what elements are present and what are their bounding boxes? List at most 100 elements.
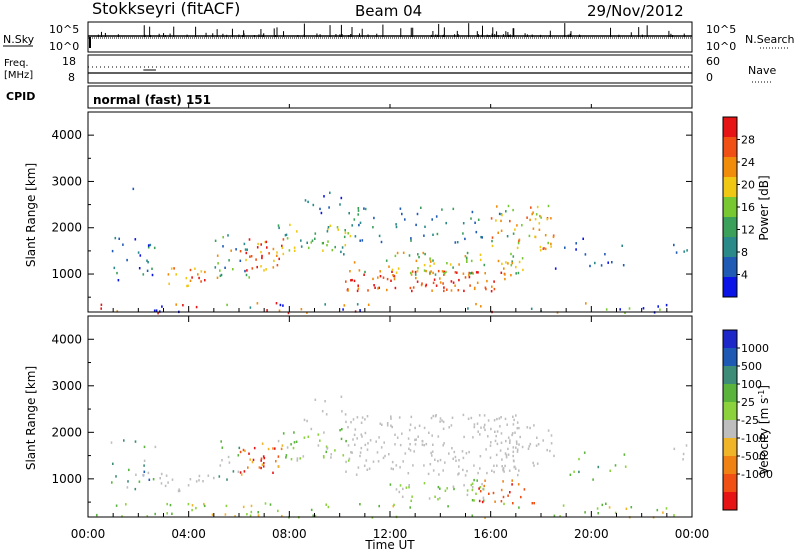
- power-panel: 1000 2000 3000 4000 Slant Range [km] 4 8 12 16…: [24, 111, 771, 315]
- range-cell: [483, 484, 485, 488]
- range-cell: [575, 248, 577, 251]
- range-cell: [239, 250, 242, 253]
- range-cell: [256, 265, 258, 269]
- range-cell: [325, 503, 327, 506]
- range-cell: [350, 421, 352, 424]
- range-cell: [622, 264, 625, 267]
- range-cell: [630, 506, 633, 509]
- x-tick-label: 04:00: [171, 527, 206, 541]
- range-cell: [510, 264, 513, 267]
- range-cell: [411, 270, 414, 273]
- range-cell: [245, 258, 247, 262]
- range-cell: [601, 503, 604, 507]
- range-cell: [493, 287, 496, 291]
- range-cell: [350, 451, 352, 454]
- range-cell: [468, 271, 470, 275]
- range-cell: [504, 417, 507, 421]
- range-cell: [363, 207, 365, 210]
- range-cell: [582, 237, 584, 240]
- range-cell: [356, 437, 358, 440]
- range-cell: [198, 474, 201, 478]
- range-cell: [683, 250, 685, 253]
- range-cell: [421, 443, 424, 446]
- range-cell: [467, 307, 469, 310]
- range-cell: [515, 440, 518, 443]
- range-cell: [511, 433, 513, 437]
- range-cell: [310, 241, 313, 244]
- range-cell: [132, 187, 135, 191]
- range-cell: [195, 506, 197, 510]
- range-cell: [383, 441, 385, 444]
- range-cell: [496, 430, 499, 433]
- colorbar-swatch: [723, 177, 737, 198]
- range-cell: [458, 278, 460, 282]
- range-cell: [142, 273, 145, 276]
- range-cell: [310, 508, 313, 512]
- range-cell: [347, 444, 350, 447]
- range-cell: [462, 468, 464, 472]
- colorbar-tick-label: -1000: [741, 468, 773, 481]
- range-cell: [471, 482, 474, 485]
- range-cell: [466, 260, 468, 263]
- range-cell: [128, 468, 130, 472]
- range-cell: [409, 443, 411, 446]
- range-cell: [226, 303, 228, 307]
- range-cell: [505, 453, 508, 457]
- range-cell: [217, 262, 219, 265]
- range-cell: [414, 438, 416, 442]
- range-cell: [300, 239, 302, 242]
- range-cell: [314, 232, 317, 235]
- range-cell: [490, 441, 492, 444]
- range-cell: [232, 470, 235, 473]
- range-cell: [155, 309, 158, 312]
- range-cell: [244, 449, 246, 453]
- range-cell: [496, 417, 498, 421]
- nsky-trace: [88, 23, 692, 48]
- range-cell: [207, 474, 210, 477]
- range-cell: [534, 235, 536, 238]
- range-cell: [260, 265, 262, 268]
- range-cell: [446, 288, 448, 291]
- range-cell: [446, 262, 448, 265]
- range-cell: [464, 276, 467, 279]
- range-cell: [342, 454, 345, 457]
- range-cell: [483, 423, 486, 427]
- x-tick-label: 20:00: [574, 527, 609, 541]
- range-cell: [485, 287, 487, 291]
- range-cell: [379, 422, 382, 425]
- range-cell: [296, 457, 299, 460]
- range-cell: [211, 513, 214, 516]
- range-cell: [227, 234, 229, 237]
- range-cell: [473, 423, 476, 426]
- range-cell: [497, 231, 499, 234]
- range-cell: [256, 302, 259, 305]
- range-cell: [478, 414, 481, 417]
- range-cell: [389, 483, 392, 486]
- range-cell: [442, 282, 444, 285]
- range-cell: [596, 507, 599, 510]
- range-cell: [503, 502, 505, 506]
- range-cell: [143, 464, 145, 467]
- range-cell: [473, 287, 476, 291]
- range-cell: [359, 454, 361, 458]
- range-cell: [138, 267, 141, 270]
- nsky-tick-high: 10^5: [49, 23, 79, 36]
- range-cell: [462, 456, 465, 460]
- range-cell: [686, 249, 688, 252]
- range-cell: [379, 275, 382, 278]
- cpid-value: normal (fast) 151: [93, 93, 211, 107]
- range-cell: [507, 436, 510, 439]
- range-cell: [277, 455, 280, 458]
- range-cell: [395, 271, 398, 274]
- range-cell: [502, 495, 505, 499]
- range-cell: [503, 470, 505, 473]
- range-cell: [256, 246, 259, 249]
- range-cell: [431, 454, 433, 457]
- range-cell: [429, 264, 431, 268]
- range-cell: [659, 308, 661, 311]
- freq-panel: Freq. [MHz] 18 8 60 0 Nave: [4, 54, 776, 84]
- range-cell: [344, 244, 347, 247]
- range-cell: [344, 229, 346, 232]
- range-cell: [328, 206, 330, 209]
- range-cell: [334, 449, 336, 452]
